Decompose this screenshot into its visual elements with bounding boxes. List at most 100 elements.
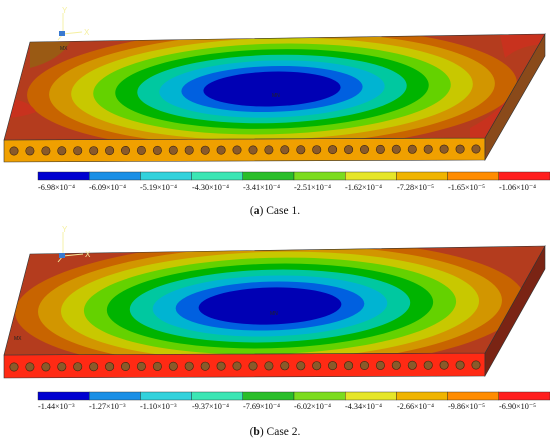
panel-a-caption-label: a [253, 205, 260, 217]
panel-b-legend-swatch [293, 391, 346, 401]
panel-a-legend-tick: -3.41×10⁻⁴ [243, 183, 280, 192]
panel-b-hole [57, 362, 67, 372]
panel-a-hole [89, 146, 99, 156]
panel-b-legend-tick: -1.10×10⁻³ [140, 402, 177, 411]
panel-a-legend-tick: -1.06×10⁻⁴ [499, 183, 536, 192]
panel-a-legend-tick: -6.09×10⁻⁴ [89, 183, 126, 192]
panel-b-hole [455, 360, 465, 370]
panel-a-hole [152, 145, 162, 155]
panel-a-hole [200, 145, 210, 155]
panel-a-contour-band [203, 71, 341, 107]
panel-b-legend [37, 391, 550, 401]
panel-a-legend-tick: -2.51×10⁻⁴ [294, 183, 331, 192]
panel-a-hole [168, 145, 178, 155]
panel-a-legend-swatch [498, 171, 550, 181]
panel-b-hole [407, 360, 417, 370]
panel-b-legend-tick: -1.44×10⁻³ [38, 402, 75, 411]
panel-b-hole [391, 360, 401, 370]
panel-b-hole [439, 360, 449, 370]
panel-b-hole [25, 362, 35, 372]
panel-a-hole [232, 145, 242, 155]
panel-b-legend-swatch [447, 391, 500, 401]
panel-a-hole [439, 144, 449, 154]
panel-a-hole [455, 144, 465, 154]
panel-a-legend-tick: -5.19×10⁻⁴ [140, 183, 177, 192]
panel-a-hole [359, 145, 369, 155]
panel-b-hole [423, 360, 433, 370]
panel-b-plate: MN MX Y X [3, 225, 546, 379]
panel-a-hole [328, 145, 338, 155]
panel-a-legend-swatch [140, 171, 192, 181]
panel-a-axis-y-label: Y [62, 6, 68, 15]
panel-b-axis-y-label: Y [62, 225, 68, 234]
panel-b-legend-swatch [191, 391, 244, 401]
panel-b-axis-triad: Y X [57, 225, 91, 263]
panel-a-hole [73, 146, 83, 156]
panel-a-axis-triad: Y X [57, 6, 90, 41]
panel-b-hole [121, 361, 131, 371]
panel-b-hole [280, 361, 290, 371]
panel-a-legend-swatch [37, 171, 90, 181]
panel-a-hole [407, 144, 417, 154]
panel-a-hole [105, 146, 115, 156]
panel-b-legend-tick: -9.86×10⁻⁵ [448, 402, 485, 411]
panel-a-legend-swatch [447, 171, 500, 181]
panel-b-hole [200, 361, 210, 371]
panel-b-hole [168, 361, 178, 371]
panel-a-plate: MN MX Y X [3, 6, 546, 163]
panel-a-hole [9, 146, 19, 156]
panel-b-legend-tick: -1.27×10⁻³ [89, 402, 126, 411]
panel-a-legend-tick: -7.28×10⁻⁵ [397, 183, 434, 192]
panel-b-legend-swatch [396, 391, 448, 401]
panel-b-legend-tick: -4.34×10⁻⁴ [345, 402, 382, 411]
panel-a-hole [25, 146, 35, 156]
panel-b-hole [344, 361, 354, 371]
panel-b-legend-tick: -6.90×10⁻⁵ [499, 402, 536, 411]
panel-b-hole [375, 360, 385, 370]
panel-a-hole [264, 145, 274, 155]
panel-b-caption-label: b [253, 426, 260, 438]
panel-a-caption: (a) Case 1. [249, 205, 301, 217]
panel-b-hole [184, 361, 194, 371]
panel-b-legend-swatch [345, 391, 397, 401]
panel-b-hole [152, 361, 162, 371]
panel-a-hole [391, 144, 401, 154]
panel-b-hole [136, 361, 146, 371]
panel-b-legend-swatch [242, 391, 295, 401]
panel-a-top-outline [3, 33, 546, 141]
panel-a-hole [136, 145, 146, 155]
panel-b-max-marker: MX [14, 336, 22, 342]
panel-b-hole [471, 360, 481, 370]
panel-a-legend-tick: -1.65×10⁻⁵ [448, 183, 485, 192]
panel-a-edge-patch [30, 42, 70, 68]
panel-a-hole [57, 146, 67, 156]
panel-b-hole [73, 362, 83, 372]
panel-b-legend-swatch [498, 391, 550, 401]
panel-a-max-marker: MX [60, 46, 68, 52]
panel-a-min-marker: MN [272, 93, 280, 99]
panel-b-legend-swatch [37, 391, 90, 401]
panel-b-hole [264, 361, 274, 371]
panel-b-caption: (b) Case 2. [249, 426, 301, 438]
panel-a-legend-swatch [293, 171, 346, 181]
panel-b-hole [9, 362, 19, 372]
panel-a-hole [41, 146, 51, 156]
panel-b-hole [328, 361, 338, 371]
panel-a-hole [184, 145, 194, 155]
panel-b-hole [41, 362, 51, 372]
panel-a-hole [423, 144, 433, 154]
panel-b-contour-band [198, 287, 342, 325]
panel-b-axis-x-label: X [85, 250, 91, 259]
panel-a-hole [296, 145, 306, 155]
panel-b-holes [9, 360, 481, 372]
panel-b-legend-tick: -6.02×10⁻⁴ [294, 402, 331, 411]
panel-a-hole [312, 145, 322, 155]
panel-a-legend-ticks: -6.98×10⁻⁴ -6.09×10⁻⁴ -5.19×10⁻⁴ -4.30×1… [38, 183, 536, 192]
panel-a-hole [216, 145, 226, 155]
panel-b-legend-swatch [88, 391, 141, 401]
panel-b-legend-swatch [140, 391, 192, 401]
panel-a-axis-x-label: X [84, 28, 90, 37]
panel-a-legend-tick: -1.62×10⁻⁴ [345, 183, 382, 192]
panel-a-edge-patch [500, 34, 545, 58]
panel-a-legend-swatch [88, 171, 141, 181]
